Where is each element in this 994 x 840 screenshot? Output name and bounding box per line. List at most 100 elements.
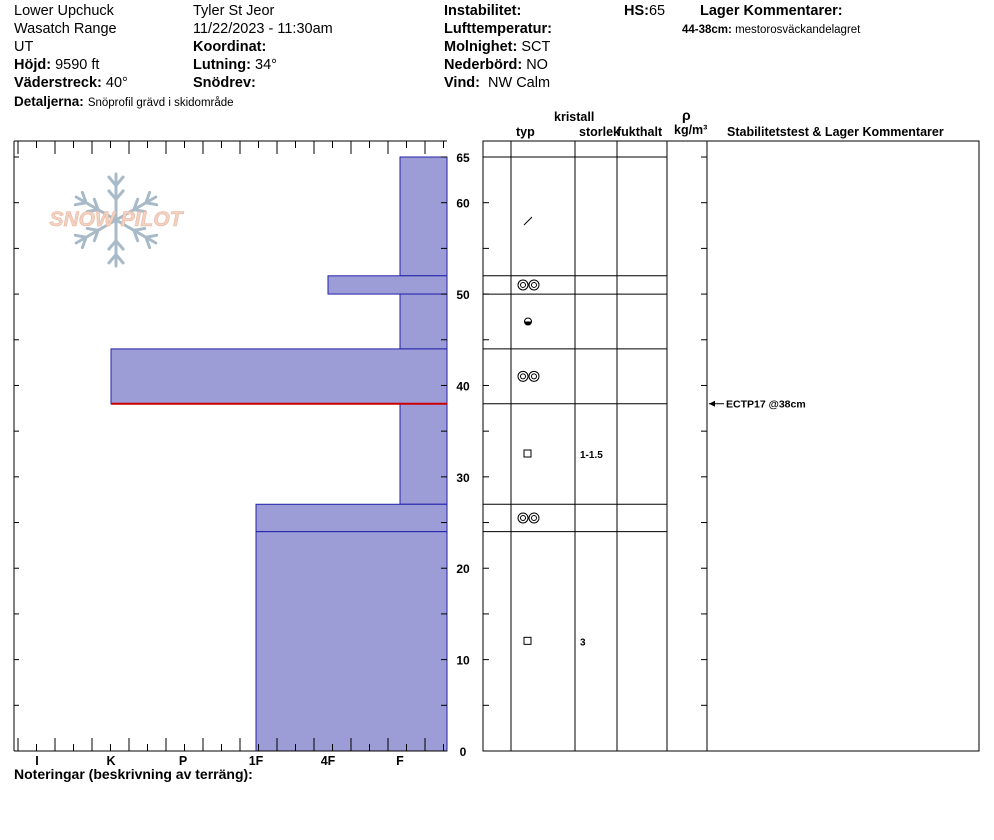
observer-name: Tyler St Jeor <box>193 3 275 19</box>
range-name: Wasatch Range <box>14 21 117 37</box>
hardness-layer <box>255 531 448 752</box>
grain-rounding-facets-icon <box>531 281 537 288</box>
height-tick-label: 65 <box>456 151 470 165</box>
height-tick-label: 30 <box>456 471 470 485</box>
snowflake-branch <box>80 190 88 205</box>
hardness-tick-label: 1F <box>249 754 264 768</box>
precip-field: Nederbörd: NO <box>444 57 548 73</box>
stability-test-label: ECTP17 @38cm <box>726 399 806 411</box>
grain-rounding-facets-icon <box>517 512 529 524</box>
hs-label: HS: <box>624 3 649 19</box>
grain-rounding-facets-icon <box>528 279 540 291</box>
snowflake-branch <box>114 239 125 251</box>
grain-precip-particle-icon <box>523 216 533 226</box>
hardness-layer <box>399 293 448 350</box>
layer-comment-text: mestorosväckandelagret <box>735 24 861 36</box>
hardness-layer <box>255 503 448 533</box>
snowflake-branch <box>144 190 152 205</box>
notes-label: Noteringar (beskrivning av terräng): <box>14 766 253 782</box>
hardness-tick-label: K <box>106 754 115 768</box>
snowflake-branch <box>144 201 159 207</box>
slope-value: 34° <box>255 57 277 73</box>
snowflake-branch <box>132 197 140 212</box>
grain-rounding-facets-icon <box>520 514 526 521</box>
drift-field: Snödrev: <box>193 75 256 91</box>
snowflake-branch <box>107 189 118 201</box>
details-field: Detaljerna: Snöprofil grävd i skidområde <box>14 94 234 110</box>
height-tick-label: 40 <box>456 379 470 393</box>
wind-field: Vind: NW Calm <box>444 75 550 91</box>
hardness-layer <box>399 403 448 505</box>
snowflake-branch <box>114 189 125 201</box>
hardness-tick-label: I <box>35 754 38 768</box>
hs-value: 65 <box>648 3 666 19</box>
snowflake-branch <box>73 233 88 239</box>
hardness-layers <box>110 156 448 752</box>
snowflake-branch <box>144 235 152 250</box>
slope-label: Lutning: <box>193 57 251 73</box>
aspect-value: 40° <box>105 75 128 91</box>
layer-comment: 44-38cm: mestorosväckandelagret <box>682 24 860 36</box>
snowflake-branch <box>92 228 100 243</box>
type-header: typ <box>516 125 535 139</box>
snowflake-branch <box>107 175 118 187</box>
snowflake-branch <box>85 226 100 232</box>
moisture-header: fukthalt <box>617 125 663 139</box>
instability-label: Instabilitet: <box>444 3 522 19</box>
snowflake-branch <box>132 208 147 214</box>
slope-field: Lutning: 34° <box>193 57 277 73</box>
wind-value: NW Calm <box>488 75 551 91</box>
coordinate-label: Koordinat: <box>193 39 267 55</box>
precip-label: Nederbörd: <box>444 57 523 73</box>
instability-field: Instabilitet: <box>444 3 521 19</box>
air-temp-field: Lufttemperatur: <box>444 21 552 37</box>
grain-rounding-facets-icon <box>517 370 529 382</box>
grain-rounding-facets-icon <box>517 279 529 291</box>
grain-rounding-facets-icon <box>520 373 526 380</box>
grain-size-label: 3 <box>580 637 586 648</box>
hardness-tick-label: F <box>396 754 404 768</box>
details-label: Detaljerna: <box>14 94 84 109</box>
grain-rounding-facets-icon <box>520 281 526 288</box>
wind-label: Vind: <box>444 75 480 91</box>
size-header: storlek <box>579 125 620 139</box>
chart-axes: I K P 1F 4F F 0 10 20 30 40 50 60 65 <box>13 140 489 768</box>
density-symbol: ρ <box>682 107 691 123</box>
sky-value: SCT <box>521 39 551 55</box>
snowflake-branch <box>80 235 88 250</box>
snowflake-icon <box>73 172 159 268</box>
elevation-label: Höjd: <box>14 57 52 73</box>
logo-text: SNOW PILOT <box>50 208 185 231</box>
snowflake-branch <box>132 228 140 243</box>
height-tick-label: 60 <box>456 197 470 211</box>
layer-table: 1-1.5 3 ECTP17 @38cm <box>482 140 980 752</box>
snowflake-branch <box>144 233 159 239</box>
hardness-layer <box>399 156 448 277</box>
sky-field: Molnighet: SCT <box>444 39 550 55</box>
hardness-layer <box>327 275 448 295</box>
observation-datetime: 11/22/2023 - 11:30am <box>193 21 333 37</box>
grain-rounding-facets-icon <box>528 512 540 524</box>
hardness-layer <box>110 348 448 405</box>
air-temp-label: Lufttemperatur: <box>444 21 552 37</box>
snowflake-branch <box>107 253 118 265</box>
coordinate-field: Koordinat: <box>193 39 266 55</box>
snowflake-branch <box>114 175 125 187</box>
grain-facets-icon <box>523 449 532 458</box>
snowflake-branch <box>85 208 100 214</box>
stability-arrowhead-icon <box>709 400 715 407</box>
elevation-field: Höjd: 9590 ft <box>14 57 99 73</box>
grain-graupel-icon <box>524 321 532 325</box>
grain-size-label: 1-1.5 <box>580 450 603 461</box>
snowflake-branch <box>73 201 88 207</box>
grain-rounding-facets-icon <box>531 373 537 380</box>
sky-label: Molnighet: <box>444 39 518 55</box>
height-tick-label: 10 <box>456 654 470 668</box>
height-tick-label: 0 <box>460 745 467 759</box>
drift-label: Snödrev: <box>193 75 256 91</box>
grain-facets-icon <box>523 636 532 645</box>
layer-comments-title: Lager Kommentarer: <box>700 3 843 19</box>
height-tick-label: 20 <box>456 562 470 576</box>
snowflake-branch <box>107 239 118 251</box>
